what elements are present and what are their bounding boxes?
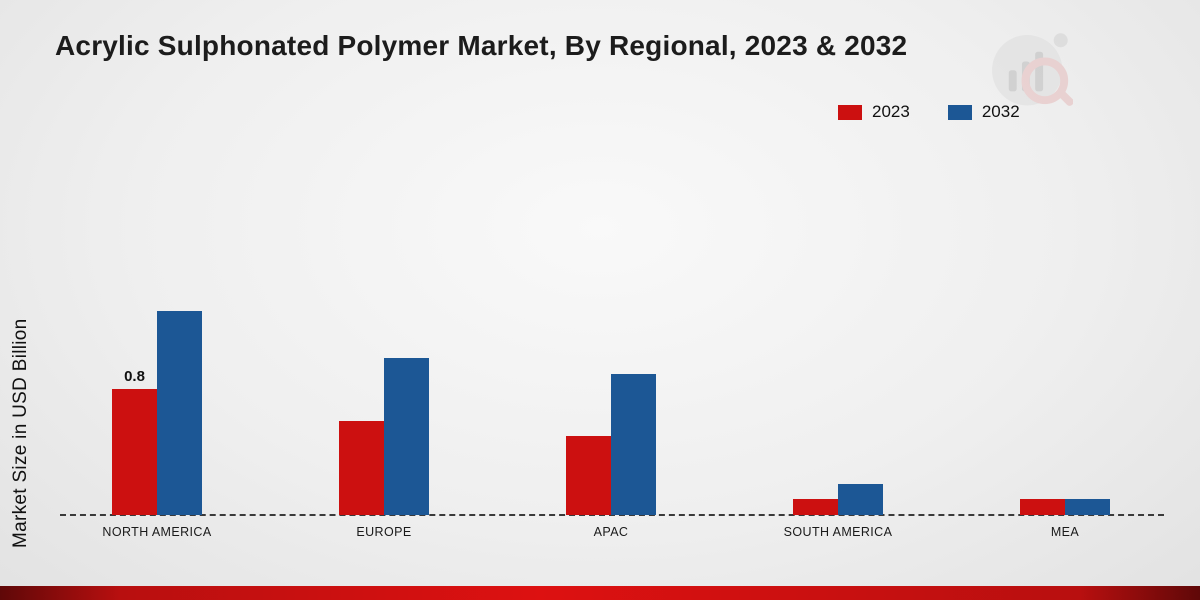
legend-label: 2023 — [872, 102, 910, 121]
x-axis-category-label: MEA — [1050, 525, 1080, 539]
magnifier-icon — [1021, 57, 1073, 106]
bar-2023-north-america — [112, 389, 157, 515]
bar-2032-north-america — [157, 311, 202, 515]
bar-2023-mea — [1020, 499, 1065, 515]
brand-logo — [992, 33, 1073, 106]
bar-2032-europe — [384, 358, 429, 515]
x-axis-category-label: NORTH AMERICA — [102, 525, 212, 539]
bar-2032-south-america — [838, 484, 883, 515]
x-axis-category-label: EUROPE — [356, 525, 412, 539]
chart-legend: 2023 2032 — [838, 102, 1020, 122]
legend-item-2032: 2032 — [947, 102, 1020, 122]
x-axis-category-label: SOUTH AMERICA — [783, 525, 893, 539]
x-axis-baseline — [60, 514, 1164, 516]
bar-value-label: 0.8 — [124, 368, 145, 385]
chart-title: Acrylic Sulphonated Polymer Market, By R… — [55, 30, 908, 61]
bar-2023-apac — [566, 436, 611, 515]
legend-label: 2032 — [981, 102, 1020, 121]
footer-accent-band — [0, 586, 1200, 600]
bar-2032-mea — [1065, 499, 1110, 515]
x-axis-category-label: APAC — [593, 525, 629, 539]
bar-2032-apac — [611, 374, 656, 515]
bar-2023-south-america — [793, 499, 838, 515]
legend-item-2023: 2023 — [838, 102, 910, 122]
bar-2023-europe — [339, 421, 384, 515]
legend-swatch — [838, 104, 862, 120]
legend-swatch — [947, 104, 972, 120]
